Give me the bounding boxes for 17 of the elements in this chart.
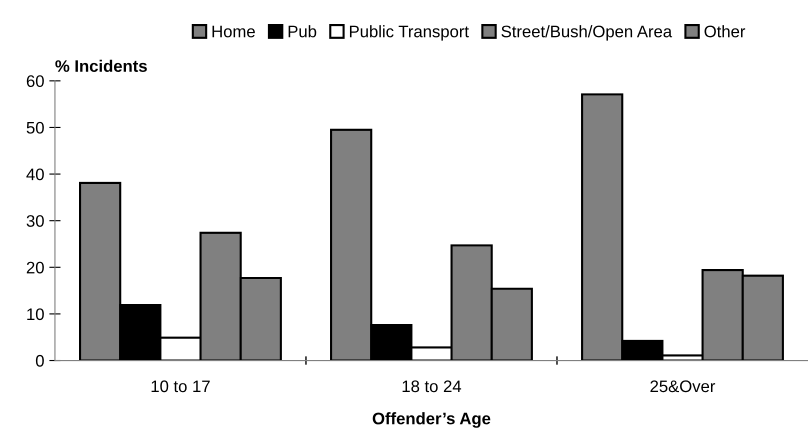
- x-tick-label: 25&Over: [650, 380, 716, 392]
- legend-label: Home: [212, 26, 255, 38]
- y-tick-label: 10: [27, 308, 44, 320]
- x-axis-title: Offender’s Age: [372, 412, 490, 428]
- x-tick-label: 10 to 17: [152, 380, 210, 392]
- y-tick-label: 30: [26, 215, 44, 227]
- y-axis-title: % Incidents: [55, 60, 147, 72]
- y-tick-label: 40: [26, 168, 44, 180]
- y-tick-label: 50: [26, 122, 44, 134]
- y-tick-label: 0: [36, 354, 44, 367]
- y-tick-label: 60: [26, 75, 44, 88]
- legend-label: Pub: [288, 25, 316, 38]
- legend-label: Public Transport: [350, 25, 469, 41]
- legend-label: Street/Bush/Open Area: [501, 25, 672, 41]
- legend-label: Other: [704, 25, 746, 38]
- y-tick-label: 20: [26, 262, 44, 274]
- x-tick-label: 18 to 24: [402, 380, 462, 392]
